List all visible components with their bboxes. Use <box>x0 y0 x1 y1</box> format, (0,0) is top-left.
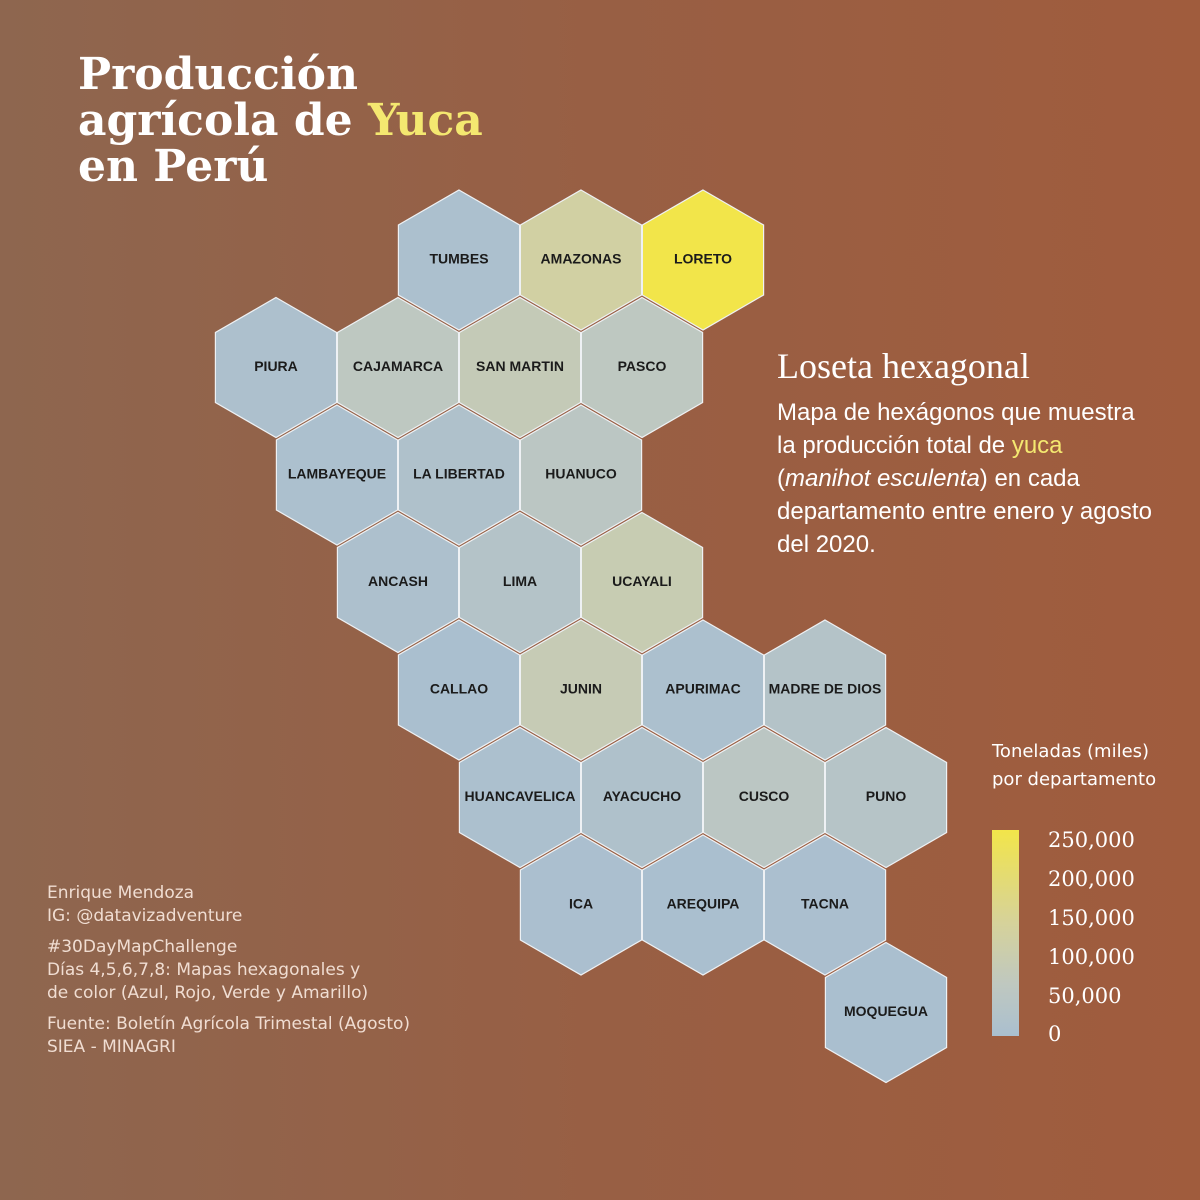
hex-label-moquegua: MOQUEGUA <box>844 1003 928 1019</box>
hex-label-cusco: CUSCO <box>739 788 790 804</box>
hex-piura <box>214 296 338 439</box>
hex-ucayali <box>580 511 704 654</box>
hex-label-loreto: LORETO <box>674 251 732 267</box>
credits: Enrique Mendoza IG: @datavizadventure #3… <box>47 882 467 1067</box>
hex-cajamarca <box>336 296 460 439</box>
hex-label-ancash: ANCASH <box>368 573 428 589</box>
description: Mapa de hexágonos que muestra la producc… <box>777 396 1157 561</box>
credit-challenge: #30DayMapChallenge <box>47 937 238 957</box>
hex-madre-de-dios <box>763 619 887 761</box>
hex-label-cajamarca: CAJAMARCA <box>353 358 443 374</box>
title-line-1: Producción <box>78 49 359 100</box>
hex-pasco <box>580 296 704 439</box>
hex-label-ica: ICA <box>569 896 593 912</box>
hex-label-huanuco: HUANUCO <box>545 466 617 482</box>
credit-instagram: IG: @datavizadventure <box>47 906 243 926</box>
hex-label-huancavelica: HUANCAVELICA <box>465 788 576 804</box>
hex-amazonas <box>519 189 643 331</box>
description-part-1: Mapa de hexágonos que muestra la producc… <box>777 399 1135 459</box>
hex-label-tacna: TACNA <box>801 896 849 912</box>
description-part-2: ( <box>777 465 785 492</box>
hex-callao <box>397 619 521 761</box>
hex-label-junin: JUNIN <box>560 681 602 697</box>
hex-label-pasco: PASCO <box>618 358 667 374</box>
hex-label-ucayali: UCAYALI <box>612 573 672 589</box>
hex-tacna <box>763 834 887 976</box>
credit-days-line-1: Días 4,5,6,7,8: Mapas hexagonales y <box>47 960 361 980</box>
hex-label-arequipa: AREQUIPA <box>667 896 740 912</box>
hex-label-callao: CALLAO <box>430 681 488 697</box>
map-title: Producción agrícola de Yuca en Perú <box>78 52 483 190</box>
credit-source-line-1: Fuente: Boletín Agrícola Trimestal (Agos… <box>47 1014 411 1034</box>
hex-lambayeque <box>275 404 399 546</box>
hex-ayacucho <box>580 726 704 869</box>
hex-lima <box>458 511 582 654</box>
hex-label-la-libertad: LA LIBERTAD <box>413 466 505 482</box>
legend-title-line-2: por departamento <box>992 769 1157 790</box>
hex-ica <box>519 834 643 976</box>
legend-tick-150000: 150,000 <box>1048 906 1135 930</box>
subtitle: Loseta hexagonal <box>777 346 1030 386</box>
hex-label-lambayeque: LAMBAYEQUE <box>288 466 386 482</box>
hex-label-madre-de-dios: MADRE DE DIOS <box>769 681 882 697</box>
hex-ancash <box>336 511 460 654</box>
hex-label-puno: PUNO <box>866 788 907 804</box>
hex-cusco <box>702 726 826 869</box>
description-highlight: yuca <box>1011 432 1063 459</box>
legend-tick-200000: 200,000 <box>1048 867 1135 891</box>
hex-moquegua <box>824 941 948 1084</box>
hex-la-libertad <box>397 404 521 546</box>
hex-loreto <box>641 189 765 331</box>
hex-arequipa <box>641 834 765 976</box>
hex-label-lima: LIMA <box>503 573 537 589</box>
hex-label-ayacucho: AYACUCHO <box>603 788 681 804</box>
legend-color-bar <box>992 830 1019 1036</box>
credit-source-line-2: SIEA - MINAGRI <box>47 1037 176 1057</box>
hex-label-piura: PIURA <box>254 358 298 374</box>
credit-days-line-2: de color (Azul, Rojo, Verde y Amarillo) <box>47 983 369 1003</box>
hex-huancavelica <box>458 726 582 869</box>
legend-tick-0: 0 <box>1048 1022 1062 1046</box>
legend-title: Toneladas (miles) por departamento <box>992 738 1156 794</box>
hex-label-amazonas: AMAZONAS <box>541 251 622 267</box>
hex-san-martin <box>458 296 582 439</box>
hex-label-tumbes: TUMBES <box>429 251 488 267</box>
hex-apurimac <box>641 619 765 761</box>
hex-huanuco <box>519 404 643 546</box>
hex-tumbes <box>397 189 521 331</box>
title-highlight: Yuca <box>367 95 483 146</box>
hex-junin <box>519 619 643 761</box>
description-part-3: ) en cada departamento entre enero y ago… <box>777 465 1152 558</box>
legend-tick-250000: 250,000 <box>1048 828 1135 852</box>
hex-label-apurimac: APURIMAC <box>665 681 740 697</box>
credit-author: Enrique Mendoza <box>47 883 195 903</box>
legend-title-line-1: Toneladas (miles) <box>992 741 1150 762</box>
legend-tick-50000: 50,000 <box>1048 984 1122 1008</box>
title-line-3: en Perú <box>78 141 269 192</box>
title-line-2-prefix: agrícola de <box>78 95 368 146</box>
description-italic: manihot esculenta <box>785 465 980 492</box>
hex-puno <box>824 726 948 869</box>
legend-tick-100000: 100,000 <box>1048 945 1135 969</box>
hex-label-san-martin: SAN MARTIN <box>476 358 564 374</box>
